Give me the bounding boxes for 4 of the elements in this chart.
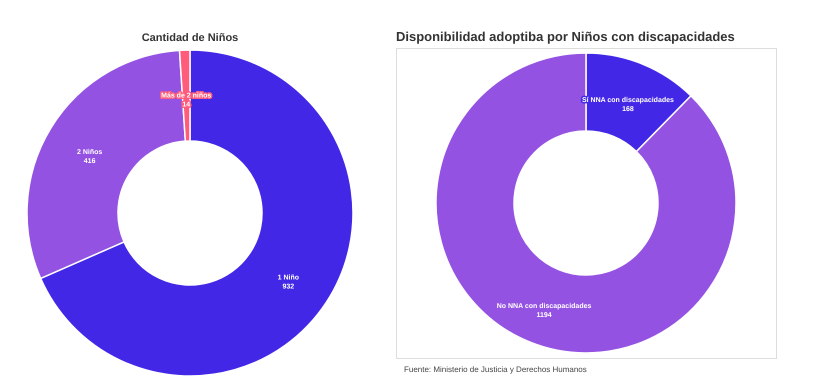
source-note: Fuente: Ministerio de Justicia y Derechos Humanos: [404, 365, 587, 374]
donut-slice: [435, 52, 737, 354]
chart-title: Cantidad de Niños: [142, 32, 238, 44]
chart-title: Disponibilidad adoptiba por Niños con discapacidades: [396, 29, 735, 44]
